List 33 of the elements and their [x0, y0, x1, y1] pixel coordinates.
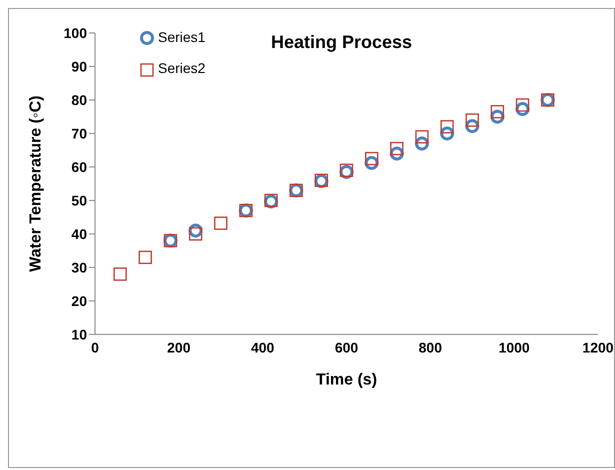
y-tick-label: 60 — [71, 158, 88, 175]
point — [516, 98, 530, 112]
point — [440, 120, 454, 134]
legend-label: Series2 — [157, 60, 206, 78]
point — [365, 152, 378, 166]
y-tick-label: 10 — [71, 326, 88, 342]
y-tick-label: 80 — [71, 92, 88, 108]
y-tick-label: 90 — [71, 58, 88, 74]
point — [188, 227, 202, 241]
point — [415, 130, 429, 144]
y-tick-label: 30 — [71, 259, 88, 276]
y-tick-label: 70 — [71, 125, 88, 142]
point — [390, 142, 404, 156]
point — [114, 267, 127, 281]
y-tick-label: 40 — [71, 226, 88, 242]
x-tick-label: 0 — [91, 339, 100, 356]
y-tick-label: 20 — [71, 292, 88, 309]
x-tick-label: 200 — [167, 339, 191, 356]
y-axis-title: Water Temperature (◦C) — [28, 96, 45, 272]
x-tick-label: 1200 — [582, 339, 614, 356]
x-tick-label: 1000 — [498, 339, 530, 356]
x-axis-title: Time (s) — [316, 371, 378, 388]
point — [138, 250, 152, 264]
y-tick-label: 100 — [64, 24, 88, 41]
x-tick-label: 800 — [418, 339, 442, 356]
point — [214, 216, 228, 230]
x-tick-label: 400 — [250, 339, 275, 356]
point — [466, 113, 479, 127]
x-tick-label: 600 — [334, 339, 358, 356]
chart-title: Heating Process — [271, 32, 412, 53]
point — [490, 105, 504, 118]
legend-label: Series1 — [157, 29, 206, 46]
y-tick-label: 50 — [71, 192, 88, 208]
